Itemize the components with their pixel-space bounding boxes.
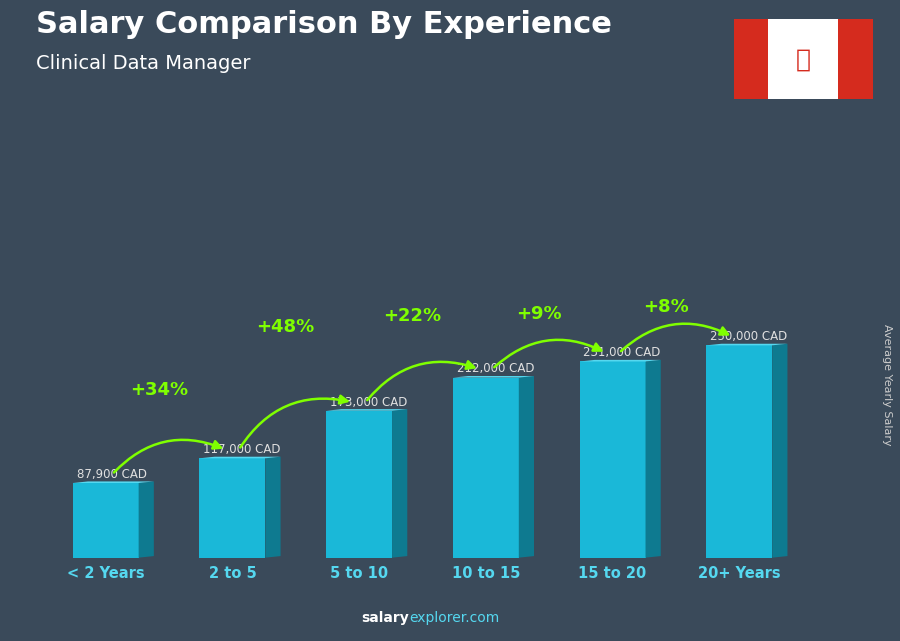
Text: explorer.com: explorer.com [410, 611, 500, 625]
Bar [734, 19, 769, 99]
Polygon shape [453, 378, 518, 558]
Polygon shape [200, 456, 281, 458]
Text: 231,000 CAD: 231,000 CAD [583, 346, 661, 360]
Polygon shape [266, 456, 281, 558]
Polygon shape [326, 409, 408, 411]
Polygon shape [139, 481, 154, 558]
Polygon shape [580, 360, 661, 362]
Text: +22%: +22% [383, 306, 441, 324]
Text: +9%: +9% [517, 305, 562, 323]
Text: +34%: +34% [130, 381, 188, 399]
Polygon shape [772, 344, 788, 558]
Polygon shape [706, 344, 788, 345]
Polygon shape [73, 481, 154, 483]
Polygon shape [200, 458, 266, 558]
Text: 🍁: 🍁 [796, 47, 811, 71]
Polygon shape [392, 409, 408, 558]
Polygon shape [453, 376, 534, 378]
Text: 117,000 CAD: 117,000 CAD [203, 443, 281, 456]
Text: salary: salary [362, 611, 410, 625]
Bar [838, 19, 873, 99]
Polygon shape [706, 345, 772, 558]
Text: 87,900 CAD: 87,900 CAD [76, 468, 147, 481]
Text: 250,000 CAD: 250,000 CAD [710, 330, 788, 343]
Polygon shape [518, 376, 534, 558]
Text: +48%: +48% [256, 319, 315, 337]
Text: +8%: +8% [643, 297, 689, 315]
Polygon shape [580, 362, 645, 558]
Text: Clinical Data Manager: Clinical Data Manager [36, 54, 250, 74]
Text: Salary Comparison By Experience: Salary Comparison By Experience [36, 10, 612, 38]
Polygon shape [645, 360, 661, 558]
Text: 212,000 CAD: 212,000 CAD [456, 363, 535, 376]
Polygon shape [73, 483, 139, 558]
Text: 173,000 CAD: 173,000 CAD [330, 395, 408, 408]
Polygon shape [326, 411, 392, 558]
Text: Average Yearly Salary: Average Yearly Salary [881, 324, 892, 445]
